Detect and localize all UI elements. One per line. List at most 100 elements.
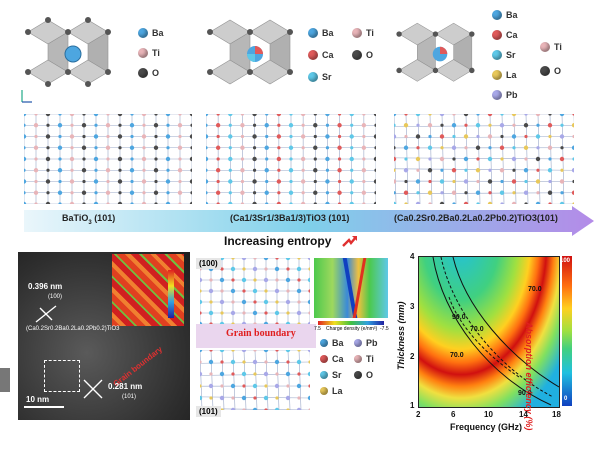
lattice-atom	[242, 278, 246, 282]
x-tick-10: 10	[484, 410, 493, 419]
lattice-atom	[362, 114, 365, 116]
lattice-atom	[253, 311, 257, 315]
lattice-atom	[206, 134, 208, 138]
lattice-atom	[428, 180, 431, 183]
lattice-atom	[350, 191, 353, 194]
lattice-atom	[289, 114, 292, 116]
lattice-atom	[374, 146, 376, 149]
lattice-atom	[106, 191, 110, 195]
lattice-atom	[301, 202, 305, 204]
lattice-atom	[190, 179, 192, 183]
lattice-atom	[252, 157, 256, 161]
legend-ba-4: Ba	[320, 338, 344, 348]
lattice-atom	[142, 191, 145, 194]
lattice-atom	[130, 123, 134, 127]
lattice-atom	[46, 134, 50, 138]
lattice-atom	[313, 168, 317, 172]
lattice-atom	[220, 278, 224, 282]
lattice-atom	[265, 135, 268, 138]
lattice-atom	[231, 384, 235, 388]
lattice-atom	[58, 114, 61, 116]
lattice-atom	[228, 114, 232, 116]
lattice-atom	[286, 396, 290, 400]
lattice-atom	[476, 180, 479, 183]
legend-ti: Ti	[138, 48, 160, 58]
lattice-atom	[277, 157, 281, 161]
lattice-atom	[314, 114, 317, 116]
lattice-atom	[118, 146, 121, 149]
lattice-atom	[500, 123, 504, 127]
y-tick-2: 2	[410, 352, 414, 361]
lattice-atom	[154, 168, 158, 172]
lattice-atom	[536, 202, 540, 204]
lattice-atom	[34, 180, 37, 183]
lattice-atom	[314, 135, 317, 138]
lattice-atom	[275, 267, 279, 271]
charge-max: -7.5	[380, 326, 389, 332]
charge-density-map	[314, 258, 388, 318]
lattice-atom	[297, 350, 300, 352]
lattice-atom	[297, 300, 300, 303]
lattice-atom	[265, 202, 268, 204]
lattice-atom	[253, 396, 256, 399]
lattice-atom	[512, 146, 515, 149]
lattice-atom	[297, 372, 300, 375]
lattice-atom	[524, 180, 527, 183]
lattice-atom	[118, 179, 122, 183]
lattice-atom	[302, 169, 305, 172]
plane-100: (100)	[48, 294, 62, 300]
lattice-atom	[512, 124, 515, 127]
lattice-atom	[216, 123, 220, 127]
colorbar-tick-max: 100	[560, 258, 570, 264]
lattice-atom	[314, 180, 317, 183]
lattice-atom	[242, 300, 246, 304]
lattice-atom	[302, 146, 305, 149]
lattice-atom	[94, 179, 98, 183]
lattice-atom	[512, 169, 515, 172]
lattice-atom	[200, 278, 202, 282]
lattice-atom	[265, 146, 269, 150]
lattice-atom	[154, 146, 158, 150]
lattice-atom	[560, 124, 563, 127]
lattice-atom	[58, 202, 61, 204]
legend-o: O	[138, 68, 159, 78]
lattice-atom	[220, 289, 223, 292]
lattice-atom	[166, 124, 169, 127]
lattice-atom	[70, 202, 74, 204]
lattice-atom	[130, 146, 134, 150]
lattice-atom	[253, 146, 256, 149]
lattice-atom	[416, 114, 420, 116]
lattice-atom	[464, 202, 468, 204]
lattice-atom	[286, 372, 290, 376]
lattice-atom	[253, 267, 257, 271]
lattice-atom	[220, 350, 224, 352]
lattice-atom	[560, 146, 563, 149]
lattice-atom	[209, 384, 213, 388]
lattice-atom	[362, 146, 366, 150]
lattice-atom	[106, 202, 109, 204]
lattice-atom	[548, 135, 551, 138]
lattice-atom	[404, 123, 408, 127]
legend-o-4: O	[354, 370, 373, 380]
lattice-atom	[488, 134, 492, 138]
lattice-atom	[308, 267, 310, 270]
lattice-atom	[275, 278, 278, 281]
x-tick-6: 6	[451, 410, 455, 419]
lattice-atom	[24, 191, 26, 194]
lattice-atom	[404, 168, 408, 172]
lattice-atom	[130, 157, 133, 160]
lattice-atom	[440, 124, 443, 127]
lattice-atom	[404, 202, 407, 204]
lattice-atom	[178, 168, 182, 172]
lattice-atom	[94, 157, 98, 161]
lattice-atom	[106, 146, 110, 150]
lattice-atom	[536, 191, 539, 194]
lattice-atom	[374, 124, 376, 127]
lattice-atom	[242, 360, 245, 363]
lattice-atom	[275, 408, 279, 410]
lattice-atom	[231, 350, 234, 352]
lattice-atom	[178, 146, 182, 150]
crystal-structure-batio3	[18, 2, 128, 107]
lattice-atom	[524, 135, 527, 138]
lattice-atom	[264, 396, 268, 400]
